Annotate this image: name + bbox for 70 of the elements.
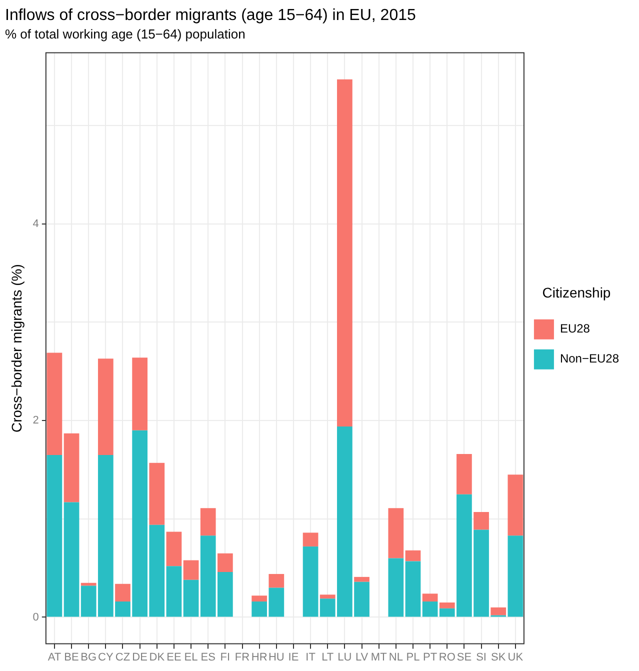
x-tick-label: FR — [234, 651, 250, 664]
y-axis-title: Cross−border migrants (%) — [8, 264, 24, 433]
x-tick-label: BE — [64, 651, 79, 664]
x-tick-label: SK — [491, 651, 506, 664]
x-tick-label: ES — [200, 651, 216, 664]
x-tick-label: LV — [355, 651, 369, 664]
bar — [64, 502, 80, 617]
x-tick-label: DE — [132, 651, 148, 664]
legend-label: Non−EU28 — [560, 352, 620, 366]
x-tick-label: HR — [251, 651, 268, 664]
bar — [388, 508, 404, 558]
bar — [388, 558, 404, 617]
bar — [132, 358, 148, 430]
x-tick-label: IT — [306, 651, 316, 664]
bar — [508, 474, 524, 536]
bar — [46, 352, 62, 455]
x-tick-label: PT — [423, 651, 438, 664]
x-tick-label: SE — [456, 651, 472, 664]
x-tick-label: DK — [149, 651, 166, 664]
x-tick-label: LU — [338, 651, 352, 664]
bar — [354, 576, 370, 582]
x-tick-label: SI — [476, 651, 486, 664]
bar — [422, 602, 438, 617]
y-tick-label: 4 — [32, 218, 39, 230]
bar — [302, 546, 318, 617]
bar — [200, 508, 216, 536]
bar — [302, 532, 318, 546]
bar — [64, 433, 80, 502]
bar — [98, 358, 114, 455]
legend-label: EU28 — [560, 322, 590, 336]
bar — [405, 561, 421, 617]
x-tick-label: BG — [80, 651, 97, 664]
bar — [80, 582, 96, 586]
x-tick-label: MT — [370, 651, 388, 664]
x-tick-label: CZ — [115, 651, 130, 664]
bar — [490, 607, 506, 616]
chart-subtitle: % of total working age (15−64) population — [5, 26, 246, 42]
x-tick-label: RO — [438, 651, 456, 664]
bar — [456, 454, 472, 494]
bar — [46, 454, 62, 617]
x-tick-label: EL — [184, 651, 198, 664]
bar — [183, 580, 199, 617]
x-tick-label: HU — [268, 651, 284, 664]
x-tick-label: FI — [220, 651, 230, 664]
x-tick-label: NL — [388, 651, 403, 664]
bar — [422, 594, 438, 602]
x-tick-label: LT — [322, 651, 334, 664]
chart-title: Inflows of cross−border migrants (age 15−64) in EU, 2015 — [5, 7, 416, 24]
bar — [252, 596, 268, 602]
bar — [218, 553, 233, 572]
bar — [474, 512, 489, 530]
bar — [149, 462, 165, 525]
bar — [166, 566, 182, 617]
bar — [405, 550, 421, 562]
y-tick-label: 2 — [32, 414, 39, 427]
x-tick-label: CY — [98, 651, 114, 664]
bar — [320, 594, 336, 599]
bar — [115, 584, 130, 602]
bar — [268, 574, 284, 588]
x-tick-label: AT — [48, 651, 62, 664]
x-tick-label: UK — [508, 651, 524, 664]
legend-title: Citizenship — [542, 284, 611, 300]
bar — [183, 560, 199, 580]
x-tick-label: PL — [406, 651, 420, 664]
x-tick-label: EE — [166, 651, 182, 664]
y-tick-label: 0 — [32, 611, 39, 624]
bar — [439, 602, 455, 608]
x-tick-label: IE — [288, 651, 299, 664]
bar — [166, 532, 182, 566]
bar — [337, 79, 352, 426]
